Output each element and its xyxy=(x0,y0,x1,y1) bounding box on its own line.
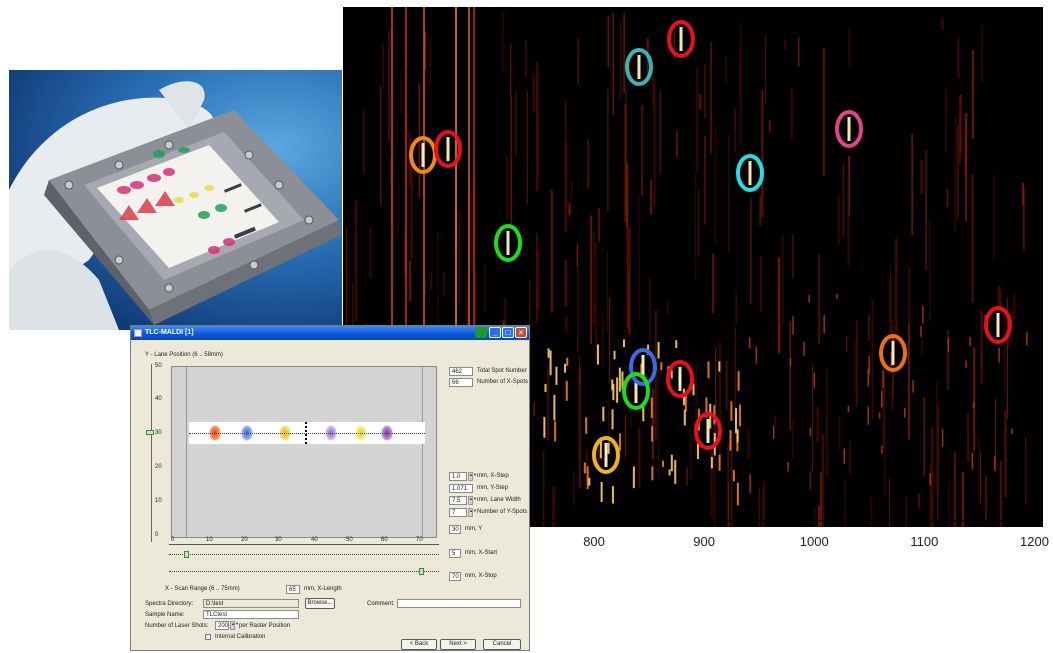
number-y-spots-spinner[interactable]: ▲▼ xyxy=(468,508,477,517)
plate-preview xyxy=(171,366,437,538)
marker-ellipse xyxy=(666,360,694,398)
y-tick: 20 xyxy=(155,464,162,470)
x-stop-slider-handle[interactable] xyxy=(419,568,424,575)
x-step-label: mm, X-Step xyxy=(477,473,509,479)
comment-input[interactable] xyxy=(397,599,521,608)
x-stop-slider-track[interactable] xyxy=(169,571,439,572)
back-button[interactable]: < Back xyxy=(401,639,437,650)
sample-name-input[interactable]: TLCtest xyxy=(203,610,299,619)
x-tick: 30 xyxy=(275,537,282,543)
marker-ellipse xyxy=(494,224,522,262)
marker-ellipse xyxy=(629,348,657,386)
internal-calibration-label: Internal Calibration xyxy=(215,634,266,640)
marker-ellipse xyxy=(434,130,462,168)
cancel-button[interactable]: Cancel xyxy=(483,639,521,650)
x-length-label: mm, X-Length xyxy=(304,586,342,592)
tlc-plate-photo xyxy=(9,70,342,330)
laser-shots-label: Number of Laser Shots: xyxy=(145,623,209,629)
y-tick: 50 xyxy=(155,363,162,369)
x-length-field: 65 xyxy=(286,585,300,594)
y-tick: 40 xyxy=(155,396,162,402)
x-scan-range-label: X - Scan Range (6 .. 75mm) xyxy=(165,586,240,592)
x-start-label: mm, X-Start xyxy=(465,550,498,556)
x-tick: 0 xyxy=(171,537,175,543)
x-tick-label: 1000 xyxy=(800,534,829,549)
x-tick: 10 xyxy=(206,537,213,543)
lane-width-label: mm, Lane Width xyxy=(477,497,521,503)
y-slider-track[interactable] xyxy=(151,364,152,542)
y-tick: 0 xyxy=(155,532,159,538)
y-tick: 10 xyxy=(155,498,162,504)
status-icon xyxy=(475,327,487,338)
dialog-title: TLC-MALDI [1] xyxy=(145,329,194,336)
x-step-spinner[interactable]: ▲▼ xyxy=(468,472,477,481)
total-spot-number-label: Total Spot Number xyxy=(477,368,527,374)
x-start-field[interactable]: 5 xyxy=(449,549,461,558)
x-start-slider-track[interactable] xyxy=(169,554,439,555)
x-tick-label: 1200 xyxy=(1020,534,1049,549)
total-spot-number-field: 462 xyxy=(449,367,473,376)
minimize-button[interactable]: _ xyxy=(489,327,501,338)
marker-ellipse xyxy=(622,372,650,410)
lane-image xyxy=(189,422,425,444)
x-tick-label: 1100 xyxy=(910,534,938,549)
laser-shots-spinner[interactable]: ▲▼ xyxy=(230,621,239,630)
x-tick-label: 800 xyxy=(583,534,605,549)
x-axis-ruler xyxy=(169,544,439,545)
x-tick: 70 xyxy=(416,537,423,543)
x-start-slider-handle[interactable] xyxy=(184,551,189,558)
tlc-maldi-dialog: TLC-MALDI [1] _ □ × Y - Lane Position (6… xyxy=(130,325,530,651)
heatmap-plot xyxy=(343,7,1043,527)
x-tick: 50 xyxy=(346,537,353,543)
marker-ellipse xyxy=(879,334,907,372)
marker-ellipse xyxy=(625,48,653,86)
spectra-directory-field: D:\test xyxy=(203,599,299,608)
marker-ellipse xyxy=(835,110,863,148)
spectra-directory-label: Spectra Directory: xyxy=(145,601,194,607)
marker-ellipse xyxy=(736,154,764,192)
x-tick: 60 xyxy=(381,537,388,543)
number-x-spots-field: 66 xyxy=(449,378,473,387)
laser-shots-input[interactable]: 200 xyxy=(215,621,229,630)
number-y-spots-label: Number of Y-Spots xyxy=(477,509,528,515)
close-button[interactable]: × xyxy=(515,327,527,338)
y-tick: 30 xyxy=(155,430,162,436)
next-button[interactable]: Next > xyxy=(440,639,476,650)
y-slider-handle[interactable] xyxy=(146,430,154,435)
laser-shots-unit: per Raster Position xyxy=(239,623,291,629)
x-tick: 20 xyxy=(241,537,248,543)
sample-name-label: Sample Name: xyxy=(145,612,185,618)
dialog-titlebar: TLC-MALDI [1] _ □ × xyxy=(131,326,529,340)
y-position-label: mm, Y xyxy=(465,526,483,532)
app-icon xyxy=(134,329,142,337)
marker-ellipse xyxy=(667,20,695,58)
browse-button[interactable]: Browse... xyxy=(305,598,335,609)
lane-width-input[interactable]: 7.5 xyxy=(449,496,467,505)
comment-label: Comment: xyxy=(367,601,395,607)
x-tick-label: 900 xyxy=(693,534,715,549)
x-tick: 40 xyxy=(311,537,318,543)
x-stop-label: mm, X-Stop xyxy=(465,573,497,579)
lane-width-spinner[interactable]: ▲▼ xyxy=(468,496,477,505)
x-step-input[interactable]: 1.0 xyxy=(449,472,467,481)
y-axis-label: Y - Lane Position (6 .. 58mm) xyxy=(145,352,223,358)
marker-ellipse xyxy=(694,412,722,450)
number-x-spots-label: Number of X-Spots xyxy=(477,379,529,385)
y-step-label: mm, Y-Step xyxy=(477,485,509,491)
y-position-field[interactable]: 30 xyxy=(449,525,461,534)
marker-circles xyxy=(409,20,1012,474)
marker-ellipse xyxy=(984,306,1012,344)
internal-calibration-checkbox[interactable] xyxy=(205,634,211,640)
number-y-spots-input[interactable]: 7 xyxy=(449,508,467,517)
y-step-field: 1.071 xyxy=(449,484,473,493)
x-stop-field[interactable]: 70 xyxy=(449,572,461,581)
maximize-button[interactable]: □ xyxy=(502,327,514,338)
marker-ellipse xyxy=(592,436,620,474)
